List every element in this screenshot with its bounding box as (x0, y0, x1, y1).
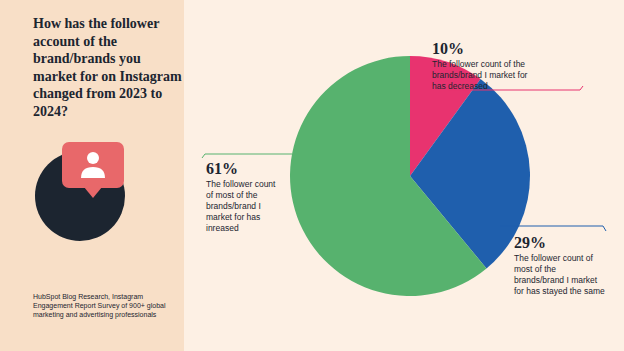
html-text:HubSpot Blog Research, Instagr: HubSpot Blog Research, Instagram Engagem… (33, 293, 166, 318)
html-text:How has the follower account o: How has the follower account of the bran… (33, 16, 182, 119)
svg-text:The follower count of thebrand: The follower count of thebrands/brand I … (432, 59, 528, 91)
svg-text:29%: 29% (514, 234, 546, 251)
svg-text:61%: 61% (206, 160, 238, 177)
svg-text:10%: 10% (432, 40, 464, 57)
svg-text:The follower countof most of t: The follower countof most of thebrands/b… (206, 179, 276, 233)
svg-text:The follower count ofmost of t: The follower count ofmost of thebrands/b… (514, 253, 605, 296)
